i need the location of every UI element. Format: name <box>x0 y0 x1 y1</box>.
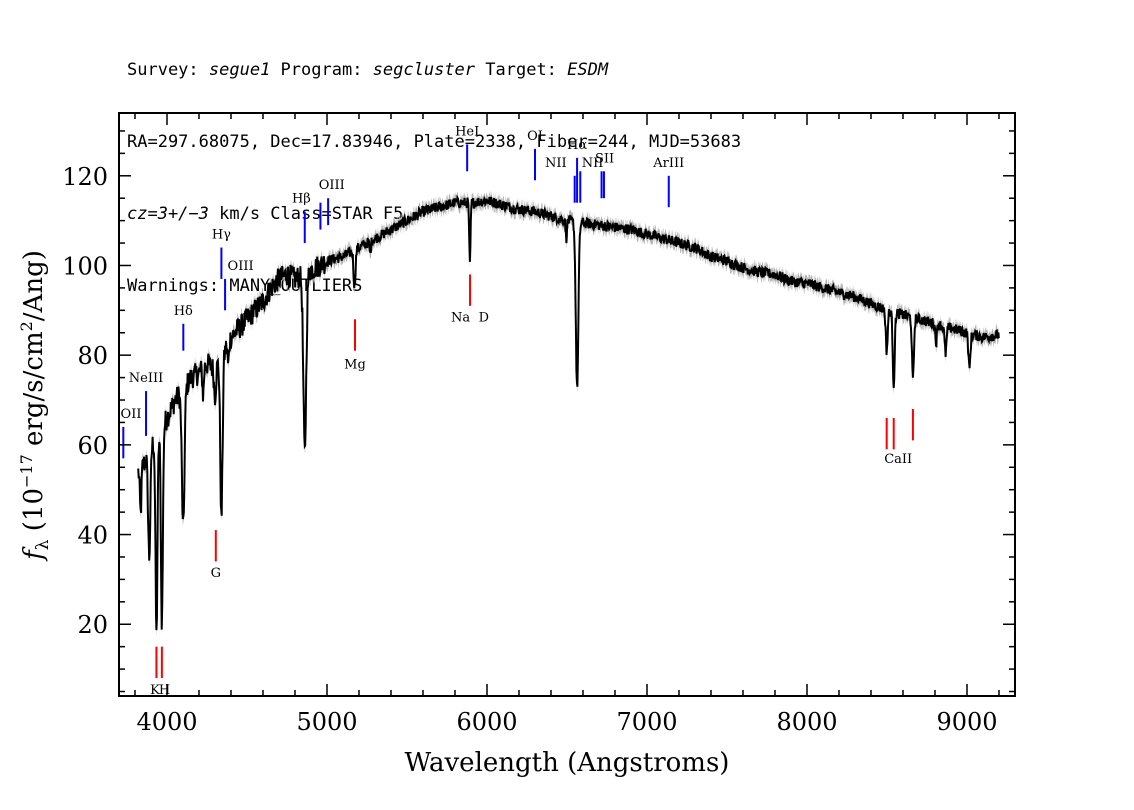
x-tick-label: 8000 <box>776 708 837 736</box>
emission-line-label: NII <box>545 156 567 171</box>
x-tick-label: 7000 <box>616 708 677 736</box>
y-tick-label: 40 <box>77 522 108 550</box>
absorption-line-label: CaII <box>884 452 912 467</box>
header-line-3: cz=3+/−3 km/s Class=STAR F5 <box>127 202 741 226</box>
plot-frame <box>118 112 1016 697</box>
emission-line-label: OII <box>121 407 142 422</box>
emission-line-label: Hδ <box>174 304 193 319</box>
axis-ticks: 4000 5000 6000 7000 8000 9000 20 40 60 80 100 120 <box>62 113 1015 736</box>
header-fragment: cz=3+/−3 <box>127 204 209 224</box>
absorption-line-label: K <box>150 683 160 698</box>
emission-line-label: Hγ <box>212 228 231 243</box>
error-band-area <box>138 190 999 637</box>
header-fragment: ESDM <box>567 60 609 80</box>
x-tick-label: 6000 <box>456 708 517 736</box>
x-tick-label: 4000 <box>136 708 197 736</box>
x-axis-title: Wavelength (Angstroms) <box>405 748 730 778</box>
emission-line-label: OIII <box>319 178 345 193</box>
absorption-line-label: H <box>159 683 170 698</box>
emission-line-label: NeIII <box>129 371 163 386</box>
emission-line-label: ArIII <box>652 156 684 171</box>
header-fragment: segue1 <box>208 60 271 80</box>
error-band <box>138 190 999 637</box>
y-tick-label: 80 <box>77 342 108 370</box>
absorption-line-label: D <box>479 311 489 326</box>
emission-line-label: OI <box>527 129 543 144</box>
absorption-line-label: Mg <box>344 358 366 373</box>
header-fragment: Survey: <box>127 60 209 80</box>
emission-line-label: SII <box>595 151 614 166</box>
y-tick-label: 60 <box>77 432 108 460</box>
y-axis-title: fλ (10−17 erg/s/cm2/Ang) <box>17 250 53 562</box>
header-line-2: RA=297.68075, Dec=17.83946, Plate=2338, … <box>127 132 742 152</box>
y-tick-label: 100 <box>62 252 108 280</box>
spectrum-header: Survey: segue1 Program: segcluster Targe… <box>127 10 741 322</box>
header-fragment: Program: <box>270 60 373 80</box>
emission-line-label: NII <box>582 156 604 171</box>
emission-line-label: Hβ <box>292 192 311 207</box>
y-tick-label: 20 <box>77 611 108 639</box>
spectrum-line <box>137 194 1000 631</box>
header-fragment: Target: <box>475 60 568 80</box>
y-tick-label: 120 <box>62 163 108 191</box>
header-fragment: km/s Class=STAR F5 <box>208 204 404 224</box>
emission-line-label: Hα <box>567 138 587 153</box>
header-line-1: Survey: segue1 Program: segcluster Targe… <box>127 58 741 82</box>
absorption-line-label: G <box>211 566 221 581</box>
plot-axes <box>118 112 1016 697</box>
emission-line-label: HeI <box>455 124 479 139</box>
emission-line-label: OIII <box>228 259 254 274</box>
x-tick-label: 5000 <box>296 708 357 736</box>
x-tick-label: 9000 <box>936 708 997 736</box>
absorption-line-label: Na <box>451 311 470 326</box>
spectrum-series <box>137 194 1000 631</box>
header-fragment: segcluster <box>372 60 476 80</box>
